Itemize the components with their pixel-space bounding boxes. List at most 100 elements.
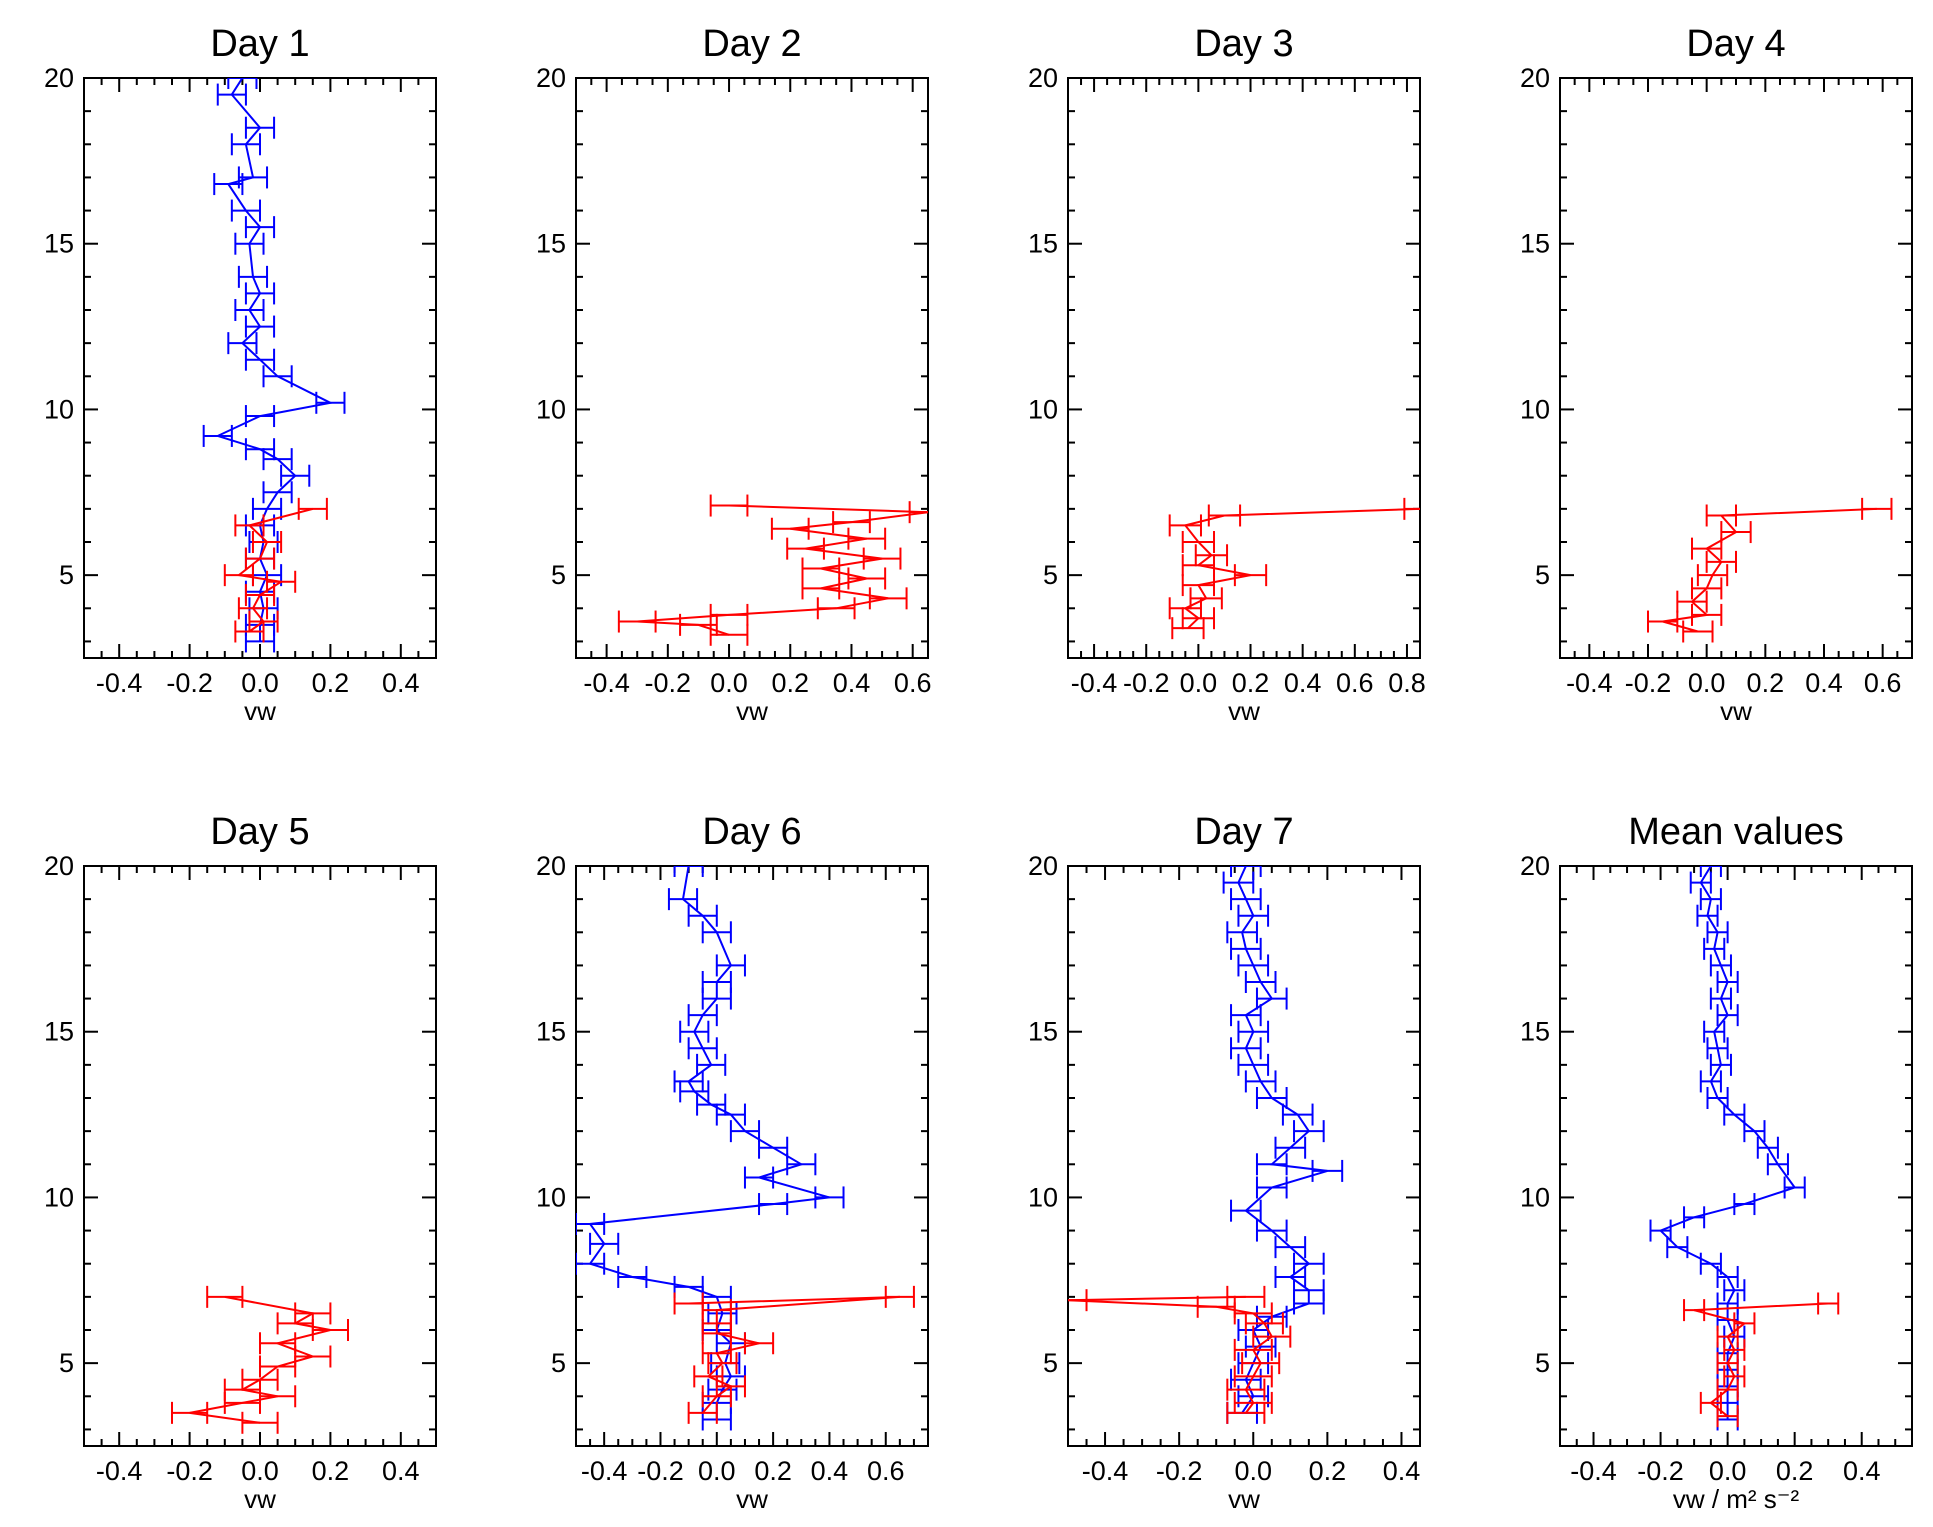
x-tick-label: 0.4: [811, 1456, 849, 1486]
panel-2: Day 2 5 10 15 20 -0.4 -0.2 0.0 0.2 0.4 0.6 vw: [536, 23, 932, 726]
x-tick-label: 0.2: [1309, 1456, 1347, 1486]
x-tick-label: -0.2: [637, 1456, 684, 1486]
panel-3: Day 3 5 10 15 20 -0.4 -0.2 0.0 0.2 0.4 0.6 0.8 vw: [1028, 23, 1426, 726]
plot-frame: [575, 77, 929, 659]
y-tick-label: 15: [1028, 1017, 1058, 1047]
plot-data: [576, 866, 915, 1431]
panel-title: Day 2: [702, 23, 801, 65]
x-tick-label: -0.4: [581, 1456, 628, 1486]
panel-title: Day 6: [702, 811, 801, 853]
plot-data: [1649, 866, 1840, 1431]
x-tick-label: -0.4: [583, 668, 630, 698]
panel-title: Day 4: [1686, 23, 1785, 65]
y-tick-label: 5: [59, 560, 74, 590]
x-axis-label: vw: [244, 696, 276, 726]
x-tick-label: -0.2: [1156, 1456, 1203, 1486]
y-tick-label: 10: [536, 1182, 566, 1212]
x-tick-label: 0.2: [754, 1456, 792, 1486]
x-tick-label: 0.0: [1688, 668, 1726, 698]
x-tick-label: 0.4: [833, 668, 871, 698]
x-tick-label: -0.2: [645, 668, 692, 698]
x-tick-label: -0.4: [1570, 1456, 1617, 1486]
x-tick-label: 0.0: [1180, 668, 1218, 698]
y-tick-label: 10: [536, 394, 566, 424]
y-tick-label: 5: [1043, 560, 1058, 590]
y-tick-label: 20: [536, 63, 566, 93]
x-tick-label: -0.2: [1625, 668, 1672, 698]
y-tick-label: 20: [536, 851, 566, 881]
x-tick-label: -0.2: [166, 668, 213, 698]
x-tick-label: 0.0: [1234, 1456, 1272, 1486]
x-tick-label: -0.4: [96, 1456, 143, 1486]
plot-frame: [1559, 865, 1913, 1447]
y-tick-label: 15: [536, 1017, 566, 1047]
x-tick-label: -0.2: [166, 1456, 213, 1486]
panel-8: Mean values 5 10 15 20 -0.4 -0.2 0.0 0.2 0.4 vw / …: [1520, 811, 1913, 1514]
series-line-red: [1662, 507, 1877, 633]
series-line-red: [1183, 507, 1420, 629]
series-line-red: [637, 504, 928, 636]
x-tick-label: 0.2: [1747, 668, 1785, 698]
x-axis-label: vw: [1720, 696, 1752, 726]
panel-title: Mean values: [1628, 811, 1843, 853]
y-tick-label: 5: [551, 1348, 566, 1378]
series-line-red: [236, 507, 314, 633]
y-tick-label: 15: [44, 1017, 74, 1047]
plot-data: [171, 1285, 349, 1434]
plot-frame: [575, 865, 929, 1447]
x-tick-label: 0.0: [241, 1456, 279, 1486]
series-line-blue: [588, 866, 830, 1420]
x-axis-label: vw: [736, 696, 768, 726]
x-axis-label: vw: [244, 1484, 276, 1514]
x-tick-label: -0.4: [1566, 668, 1613, 698]
y-tick-label: 20: [1028, 63, 1058, 93]
x-tick-label: -0.4: [1082, 1456, 1129, 1486]
x-tick-label: 0.4: [1383, 1456, 1421, 1486]
plot-frame: [83, 77, 437, 659]
x-axis-label: vw: [1228, 696, 1260, 726]
y-tick-label: 15: [1520, 1017, 1550, 1047]
x-axis-label: vw: [1228, 1484, 1260, 1514]
x-tick-label: -0.4: [1071, 668, 1118, 698]
y-tick-label: 15: [44, 229, 74, 259]
x-tick-label: 0.4: [382, 668, 420, 698]
x-tick-label: 0.4: [382, 1456, 420, 1486]
x-tick-label: 0.8: [1388, 668, 1426, 698]
panel-4: Day 4 5 10 15 20 -0.4 -0.2 0.0 0.2 0.4 0.6 vw: [1520, 23, 1913, 726]
panel-6: Day 6 5 10 15 20 -0.4 -0.2 0.0 0.2 0.4 0.6 vw: [536, 811, 929, 1514]
y-tick-label: 5: [1535, 560, 1550, 590]
panel-5: Day 5 5 10 15 20 -0.4 -0.2 0.0 0.2 0.4 vw: [44, 811, 437, 1514]
panel-title: Day 3: [1194, 23, 1293, 65]
x-tick-label: 0.0: [1709, 1456, 1747, 1486]
y-tick-label: 5: [1535, 1348, 1550, 1378]
y-tick-label: 10: [1520, 394, 1550, 424]
y-tick-label: 20: [1028, 851, 1058, 881]
y-tick-label: 10: [1028, 1182, 1058, 1212]
y-tick-label: 10: [44, 394, 74, 424]
panel-title: Day 7: [1194, 811, 1293, 853]
y-tick-label: 20: [44, 851, 74, 881]
x-tick-label: -0.2: [1637, 1456, 1684, 1486]
panel-title: Day 5: [210, 811, 309, 853]
y-tick-label: 10: [1028, 394, 1058, 424]
y-tick-label: 20: [1520, 63, 1550, 93]
x-tick-label: -0.4: [96, 668, 143, 698]
x-tick-label: 0.2: [771, 668, 809, 698]
x-tick-label: 0.0: [241, 668, 279, 698]
y-tick-label: 15: [1520, 229, 1550, 259]
plot-frame: [1067, 77, 1421, 659]
x-tick-label: 0.4: [1284, 668, 1322, 698]
x-axis-label: vw: [736, 1484, 768, 1514]
x-tick-label: 0.2: [312, 668, 350, 698]
plot-data: [202, 78, 346, 653]
x-tick-label: 0.2: [1776, 1456, 1814, 1486]
y-tick-label: 10: [1520, 1182, 1550, 1212]
x-tick-label: 0.6: [867, 1456, 905, 1486]
x-tick-label: 0.6: [1864, 668, 1902, 698]
y-tick-label: 5: [1043, 1348, 1058, 1378]
y-tick-label: 15: [536, 229, 566, 259]
x-tick-label: 0.0: [710, 668, 748, 698]
plot-frame: [1067, 865, 1421, 1447]
